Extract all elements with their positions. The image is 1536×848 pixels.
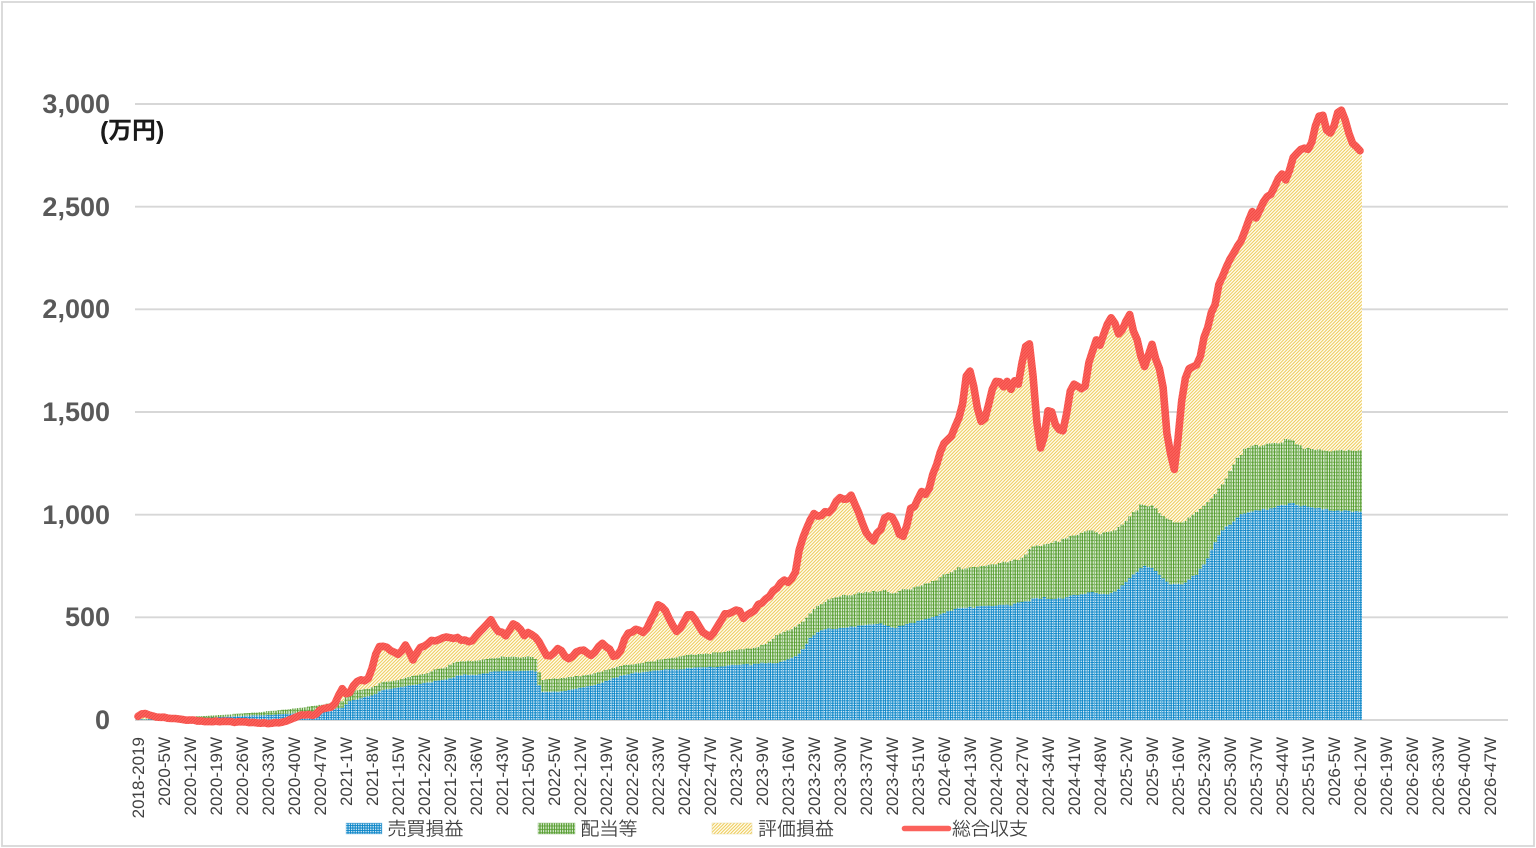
svg-text:2024-6W: 2024-6W [935,737,954,806]
svg-text:2020-33W: 2020-33W [259,737,278,815]
svg-text:2026-12W: 2026-12W [1351,737,1370,815]
svg-text:2023-23W: 2023-23W [805,737,824,815]
svg-text:2021-36W: 2021-36W [467,737,486,815]
svg-text:2026-33W: 2026-33W [1429,737,1448,815]
svg-text:2020-19W: 2020-19W [207,737,226,815]
svg-text:2024-48W: 2024-48W [1091,737,1110,815]
svg-text:3,000: 3,000 [42,89,110,119]
svg-text:2026-47W: 2026-47W [1481,737,1500,815]
svg-text:500: 500 [65,602,110,632]
svg-text:2023-37W: 2023-37W [857,737,876,815]
svg-text:2022-26W: 2022-26W [623,737,642,815]
svg-text:2026-5W: 2026-5W [1325,737,1344,806]
svg-text:2026-19W: 2026-19W [1377,737,1396,815]
svg-text:2023-44W: 2023-44W [883,737,902,815]
svg-text:2020-40W: 2020-40W [285,737,304,815]
svg-text:2022-5W: 2022-5W [545,737,564,806]
svg-text:1,500: 1,500 [42,397,110,427]
svg-text:(: ( [100,117,109,145]
svg-text:1,000: 1,000 [42,500,110,530]
svg-text:2022-47W: 2022-47W [701,737,720,815]
svg-text:2,500: 2,500 [42,192,110,222]
svg-text:2022-40W: 2022-40W [675,737,694,815]
svg-text:2025-16W: 2025-16W [1169,737,1188,815]
svg-text:): ) [156,117,164,145]
svg-text:2020-12W: 2020-12W [181,737,200,815]
svg-text:2,000: 2,000 [42,294,110,324]
svg-text:2020-5W: 2020-5W [155,737,174,806]
svg-text:2021-15W: 2021-15W [389,737,408,815]
svg-text:2021-1W: 2021-1W [337,737,356,806]
svg-text:2025-9W: 2025-9W [1143,737,1162,806]
svg-text:2024-20W: 2024-20W [987,737,1006,815]
svg-text:2022-19W: 2022-19W [597,737,616,815]
svg-text:2025-51W: 2025-51W [1299,737,1318,815]
svg-text:2025-37W: 2025-37W [1247,737,1266,815]
svg-text:2024-27W: 2024-27W [1013,737,1032,815]
svg-text:2025-30W: 2025-30W [1221,737,1240,815]
svg-text:2025-2W: 2025-2W [1117,737,1136,806]
svg-text:2018-2019: 2018-2019 [129,737,148,818]
svg-text:2021-43W: 2021-43W [493,737,512,815]
svg-text:2024-13W: 2024-13W [961,737,980,815]
svg-text:2024-41W: 2024-41W [1065,737,1084,815]
svg-text:2023-30W: 2023-30W [831,737,850,815]
svg-text:2023-9W: 2023-9W [753,737,772,806]
svg-text:2021-50W: 2021-50W [519,737,538,815]
svg-text:2021-22W: 2021-22W [415,737,434,815]
svg-text:2023-2W: 2023-2W [727,737,746,806]
svg-text:2021-8W: 2021-8W [363,737,382,806]
svg-text:2025-23W: 2025-23W [1195,737,1214,815]
svg-text:2022-12W: 2022-12W [571,737,590,815]
svg-text:2023-16W: 2023-16W [779,737,798,815]
svg-text:2021-29W: 2021-29W [441,737,460,815]
svg-text:2022-33W: 2022-33W [649,737,668,815]
svg-text:2023-51W: 2023-51W [909,737,928,815]
svg-text:2020-47W: 2020-47W [311,737,330,815]
svg-text:2020-26W: 2020-26W [233,737,252,815]
svg-text:2026-40W: 2026-40W [1455,737,1474,815]
svg-text:2024-34W: 2024-34W [1039,737,1058,815]
svg-text:2026-26W: 2026-26W [1403,737,1422,815]
svg-text:2025-44W: 2025-44W [1273,737,1292,815]
svg-text:0: 0 [95,705,110,735]
